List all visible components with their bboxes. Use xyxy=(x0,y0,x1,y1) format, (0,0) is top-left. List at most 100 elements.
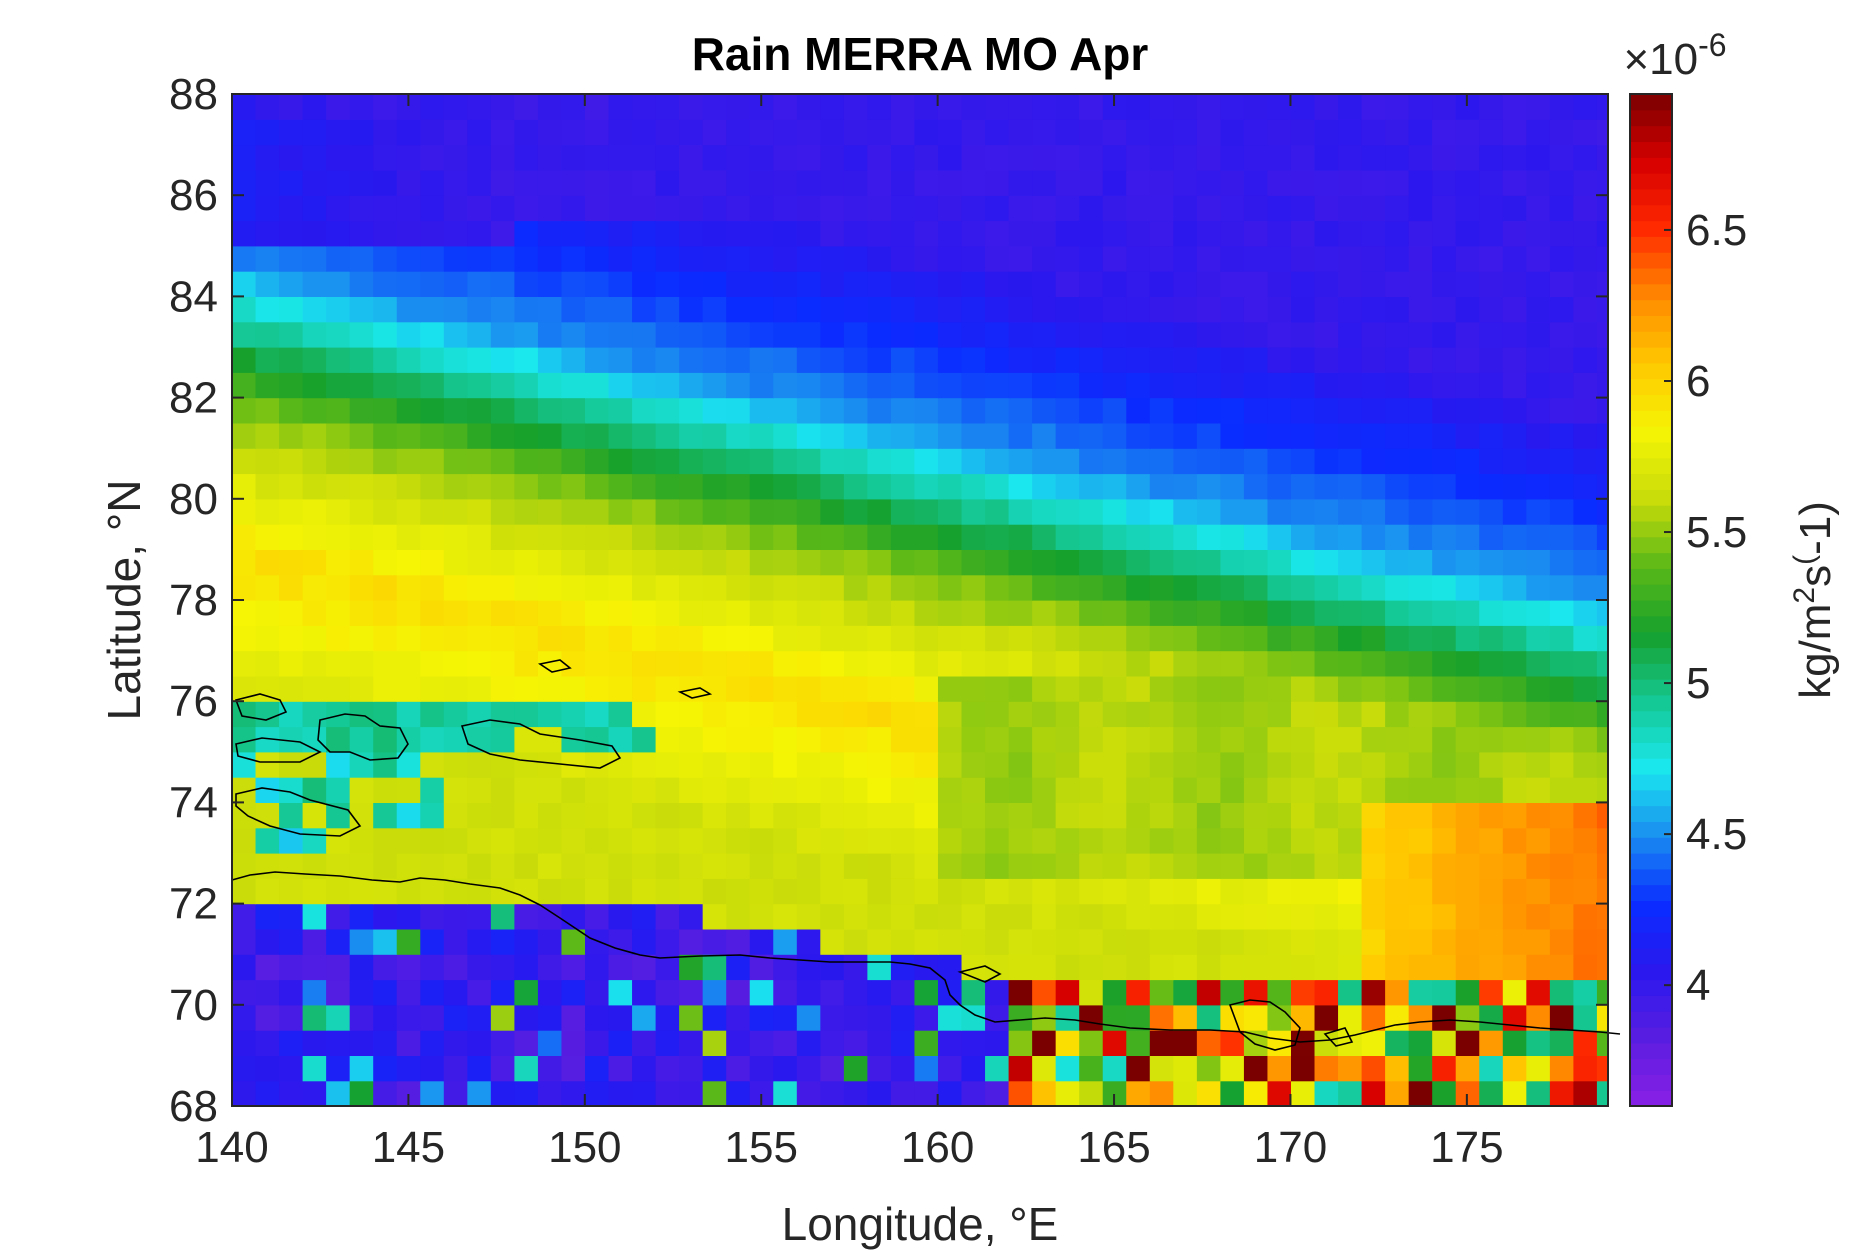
heatmap-cell xyxy=(726,119,751,146)
heatmap-cell xyxy=(937,448,963,475)
heatmap-cell xyxy=(796,169,821,196)
heatmap-cell xyxy=(796,119,821,146)
heatmap-cell xyxy=(1055,271,1080,297)
heatmap-cell xyxy=(1455,928,1480,955)
heatmap-cell xyxy=(1173,498,1198,525)
heatmap-cell xyxy=(302,675,327,702)
heatmap-cell xyxy=(326,245,351,272)
heatmap-cell xyxy=(490,802,515,829)
heatmap-cell xyxy=(514,422,539,449)
heatmap-cell xyxy=(1408,954,1433,981)
colorbar-exponent-power: -6 xyxy=(1698,27,1726,63)
heatmap-cell xyxy=(279,296,304,323)
heatmap-cell xyxy=(1432,574,1457,601)
heatmap-cell xyxy=(561,144,586,171)
heatmap-cell xyxy=(420,119,445,146)
heatmap-cell xyxy=(1502,498,1527,525)
heatmap-cell xyxy=(655,878,680,905)
heatmap-cell xyxy=(585,1080,610,1107)
heatmap-cell xyxy=(279,954,304,981)
heatmap-cell xyxy=(1220,473,1245,500)
heatmap-cell xyxy=(443,625,468,652)
heatmap-cell xyxy=(1408,422,1433,449)
heatmap-cell xyxy=(514,903,539,930)
heatmap-cell xyxy=(255,1055,280,1082)
heatmap-cell xyxy=(1549,1030,1574,1056)
heatmap-cell xyxy=(1314,675,1339,702)
heatmap-cell xyxy=(302,1030,327,1056)
heatmap-cell xyxy=(1243,574,1269,601)
heatmap-cell xyxy=(1102,650,1127,677)
heatmap-cell xyxy=(1079,625,1104,652)
heatmap-cell xyxy=(1314,245,1339,272)
heatmap-cell xyxy=(514,195,539,222)
heatmap-cell xyxy=(843,827,868,854)
heatmap-cell xyxy=(914,245,939,272)
heatmap-cell xyxy=(1173,600,1198,626)
heatmap-cell xyxy=(655,144,680,171)
heatmap-cell xyxy=(749,1055,774,1082)
heatmap-cell xyxy=(867,600,892,626)
heatmap-cell xyxy=(1596,245,1609,272)
heatmap-cell xyxy=(1149,524,1174,550)
heatmap-cell xyxy=(1102,448,1127,475)
heatmap-cell xyxy=(655,321,680,348)
heatmap-cell xyxy=(1573,372,1598,399)
heatmap-cell xyxy=(679,574,704,601)
x-tick-label: 170 xyxy=(1254,1123,1327,1172)
heatmap-cell xyxy=(279,169,304,196)
heatmap-cell xyxy=(537,524,563,550)
heatmap-cell xyxy=(655,979,680,1006)
heatmap-cell xyxy=(349,574,374,601)
heatmap-cell xyxy=(773,802,798,829)
heatmap-cell xyxy=(1596,473,1609,500)
heatmap-cell xyxy=(1502,777,1527,803)
heatmap-cell xyxy=(1220,625,1245,652)
heatmap-cell xyxy=(1102,1030,1127,1056)
heatmap-cell xyxy=(796,650,821,677)
heatmap-cell xyxy=(655,777,680,803)
heatmap-cell xyxy=(914,574,939,601)
heatmap-cell xyxy=(1079,144,1104,171)
heatmap-cell xyxy=(1079,549,1104,576)
heatmap-cell xyxy=(1055,397,1080,424)
heatmap-cell xyxy=(443,1055,468,1082)
heatmap-cell xyxy=(867,979,892,1006)
heatmap-cell xyxy=(867,94,892,120)
heatmap-cell xyxy=(1408,574,1433,601)
heatmap-cell xyxy=(1149,422,1174,449)
heatmap-cell xyxy=(1361,397,1386,424)
heatmap-cell xyxy=(1149,220,1174,247)
heatmap-cell xyxy=(467,220,492,247)
heatmap-cell xyxy=(1338,397,1363,424)
heatmap-cell xyxy=(1008,954,1033,981)
heatmap-cell xyxy=(796,271,821,297)
heatmap-cell xyxy=(255,448,280,475)
heatmap-cell xyxy=(1267,245,1292,272)
heatmap-cell xyxy=(373,726,398,753)
heatmap-cell xyxy=(302,701,327,728)
heatmap-cell xyxy=(1408,777,1433,803)
heatmap-cell xyxy=(608,650,633,677)
heatmap-cell xyxy=(773,574,798,601)
heatmap-cell xyxy=(561,1004,586,1031)
heatmap-cell xyxy=(1102,473,1127,500)
heatmap-cell xyxy=(1290,675,1316,702)
heatmap-cell xyxy=(467,625,492,652)
heatmap-cell xyxy=(1455,498,1480,525)
heatmap-cell xyxy=(396,827,421,854)
heatmap-cell xyxy=(467,169,492,196)
colorbar-exponent-base: ×10 xyxy=(1623,35,1698,84)
heatmap-cell xyxy=(1479,321,1504,348)
heatmap-cell xyxy=(255,625,280,652)
heatmap-cell xyxy=(279,600,304,626)
heatmap-cell xyxy=(1502,853,1527,879)
heatmap-cell xyxy=(326,878,351,905)
heatmap-cell xyxy=(1290,802,1316,829)
heatmap-cell xyxy=(961,245,986,272)
heatmap-cell xyxy=(326,802,351,829)
heatmap-cell xyxy=(867,271,892,297)
heatmap-cell xyxy=(1267,422,1292,449)
heatmap-cell xyxy=(467,498,492,525)
heatmap-cell xyxy=(679,549,704,576)
